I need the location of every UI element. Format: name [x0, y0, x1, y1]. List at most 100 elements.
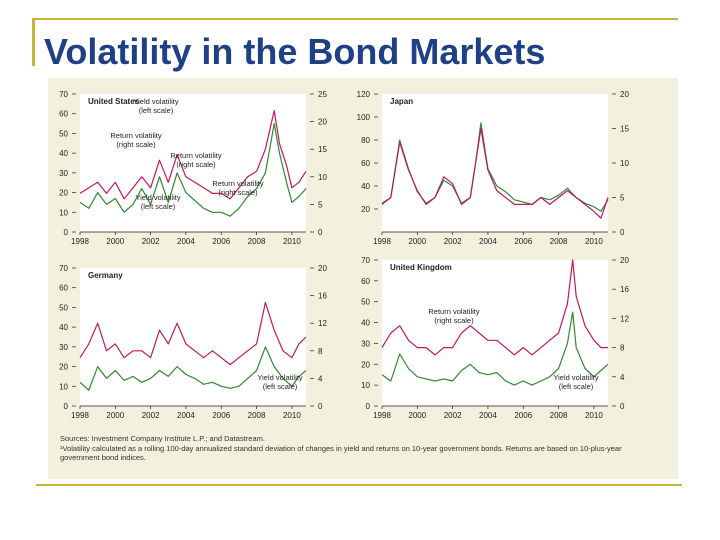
- plot-area: [80, 268, 306, 406]
- left-tick-label: 60: [361, 277, 370, 286]
- left-tick-label: 60: [59, 284, 68, 293]
- x-tick-label: 2002: [142, 411, 160, 420]
- panel-title: Germany: [88, 271, 123, 280]
- annotation-sublabel: (right scale): [434, 316, 474, 325]
- annotation-sublabel: (left scale): [559, 382, 594, 391]
- x-tick-label: 1998: [71, 411, 89, 420]
- left-tick-label: 60: [59, 110, 68, 119]
- right-tick-label: 16: [318, 292, 327, 301]
- right-tick-label: 20: [318, 118, 327, 127]
- plot-area: [382, 94, 608, 232]
- right-tick-label: 20: [318, 264, 327, 273]
- left-tick-label: 50: [361, 298, 370, 307]
- left-tick-label: 80: [361, 136, 370, 145]
- yield-volatility-line: [79, 122, 307, 217]
- x-tick-label: 2006: [514, 237, 532, 246]
- x-tick-label: 2008: [248, 411, 266, 420]
- return-volatility-line: [381, 259, 608, 356]
- right-tick-label: 16: [620, 285, 629, 294]
- annotation-label: Yield volatility: [135, 193, 180, 202]
- return-volatility-line: [79, 301, 307, 366]
- right-tick-label: 5: [318, 200, 323, 209]
- left-tick-label: 30: [361, 339, 370, 348]
- return-volatility-line: [381, 127, 609, 219]
- x-tick-label: 2010: [283, 411, 301, 420]
- figure-sources: Sources: Investment Company Institute L.…: [60, 434, 265, 443]
- return-volatility-line: [79, 109, 307, 200]
- title-accent-vertical: [32, 18, 35, 66]
- panel-title: Japan: [390, 97, 413, 106]
- annotation-sublabel: (left scale): [263, 382, 298, 391]
- right-tick-label: 10: [620, 159, 629, 168]
- left-tick-label: 60: [361, 159, 370, 168]
- bottom-accent-line: [36, 484, 682, 486]
- right-tick-label: 20: [620, 256, 629, 265]
- left-tick-label: 40: [361, 319, 370, 328]
- right-tick-label: 20: [620, 90, 629, 99]
- annotation-label: Return volatility: [212, 179, 264, 188]
- left-tick-label: 70: [59, 90, 68, 99]
- x-tick-label: 2006: [514, 411, 532, 420]
- x-tick-label: 2004: [479, 237, 497, 246]
- left-tick-label: 40: [361, 182, 370, 191]
- figure-footnote: ¹Volatility calculated as a rolling 100-…: [60, 444, 622, 462]
- x-tick-label: 2008: [550, 237, 568, 246]
- left-tick-label: 120: [357, 90, 371, 99]
- left-tick-label: 0: [366, 402, 371, 411]
- x-tick-label: 2002: [444, 411, 462, 420]
- left-tick-label: 40: [59, 323, 68, 332]
- annotation-sublabel: (right scale): [218, 188, 258, 197]
- x-tick-label: 2010: [585, 411, 603, 420]
- annotation-label: Return volatility: [110, 131, 162, 140]
- figure-panel: 0 10 20 30 40 50 60 70 0 5 10 15 20 25 1998 2000 2002 200…: [48, 78, 678, 479]
- chart-panel-4: 0 10 20 30 40 50 60 70 0 4 8 12 16 20 1998 2000 2002 2004…: [361, 256, 629, 420]
- annotation-sublabel: (right scale): [116, 140, 156, 149]
- right-tick-label: 0: [318, 402, 323, 411]
- right-tick-label: 4: [318, 374, 323, 383]
- left-tick-label: 50: [59, 129, 68, 138]
- chart-panel-1: 0 10 20 30 40 50 60 70 0 5 10 15 20 25 1998 2000 2002 200…: [59, 90, 327, 246]
- x-tick-label: 2000: [106, 411, 124, 420]
- x-tick-label: 2000: [408, 411, 426, 420]
- annotation-label: Yield volatility: [133, 97, 178, 106]
- annotation-label: Return volatility: [170, 151, 222, 160]
- left-tick-label: 30: [59, 343, 68, 352]
- x-tick-label: 2006: [212, 411, 230, 420]
- left-tick-label: 10: [361, 381, 370, 390]
- x-tick-label: 2004: [177, 411, 195, 420]
- title-accent-line: [32, 18, 678, 20]
- annotation-label: Yield volatility: [553, 373, 598, 382]
- right-tick-label: 8: [620, 344, 625, 353]
- right-tick-label: 0: [318, 228, 323, 237]
- left-tick-label: 50: [59, 303, 68, 312]
- left-tick-label: 70: [59, 264, 68, 273]
- right-tick-label: 12: [318, 319, 327, 328]
- right-tick-label: 15: [318, 145, 327, 154]
- left-tick-label: 70: [361, 256, 370, 265]
- x-tick-label: 2004: [479, 411, 497, 420]
- right-tick-label: 8: [318, 347, 323, 356]
- x-tick-label: 2010: [283, 237, 301, 246]
- annotation-sublabel: (left scale): [139, 106, 174, 115]
- plot-area: [80, 94, 306, 232]
- x-tick-label: 2000: [408, 237, 426, 246]
- x-tick-label: 1998: [71, 237, 89, 246]
- right-tick-label: 4: [620, 373, 625, 382]
- yield-volatility-line: [79, 346, 307, 391]
- left-tick-label: 20: [59, 363, 68, 372]
- left-tick-label: 10: [59, 208, 68, 217]
- right-tick-label: 10: [318, 173, 327, 182]
- left-tick-label: 20: [59, 189, 68, 198]
- x-tick-label: 2010: [585, 237, 603, 246]
- left-tick-label: 0: [64, 402, 69, 411]
- panel-title: United States: [88, 97, 140, 106]
- left-tick-label: 40: [59, 149, 68, 158]
- right-tick-label: 0: [620, 228, 625, 237]
- left-tick-label: 30: [59, 169, 68, 178]
- left-tick-label: 20: [361, 205, 370, 214]
- annotation-sublabel: (right scale): [176, 160, 216, 169]
- x-tick-label: 2008: [248, 237, 266, 246]
